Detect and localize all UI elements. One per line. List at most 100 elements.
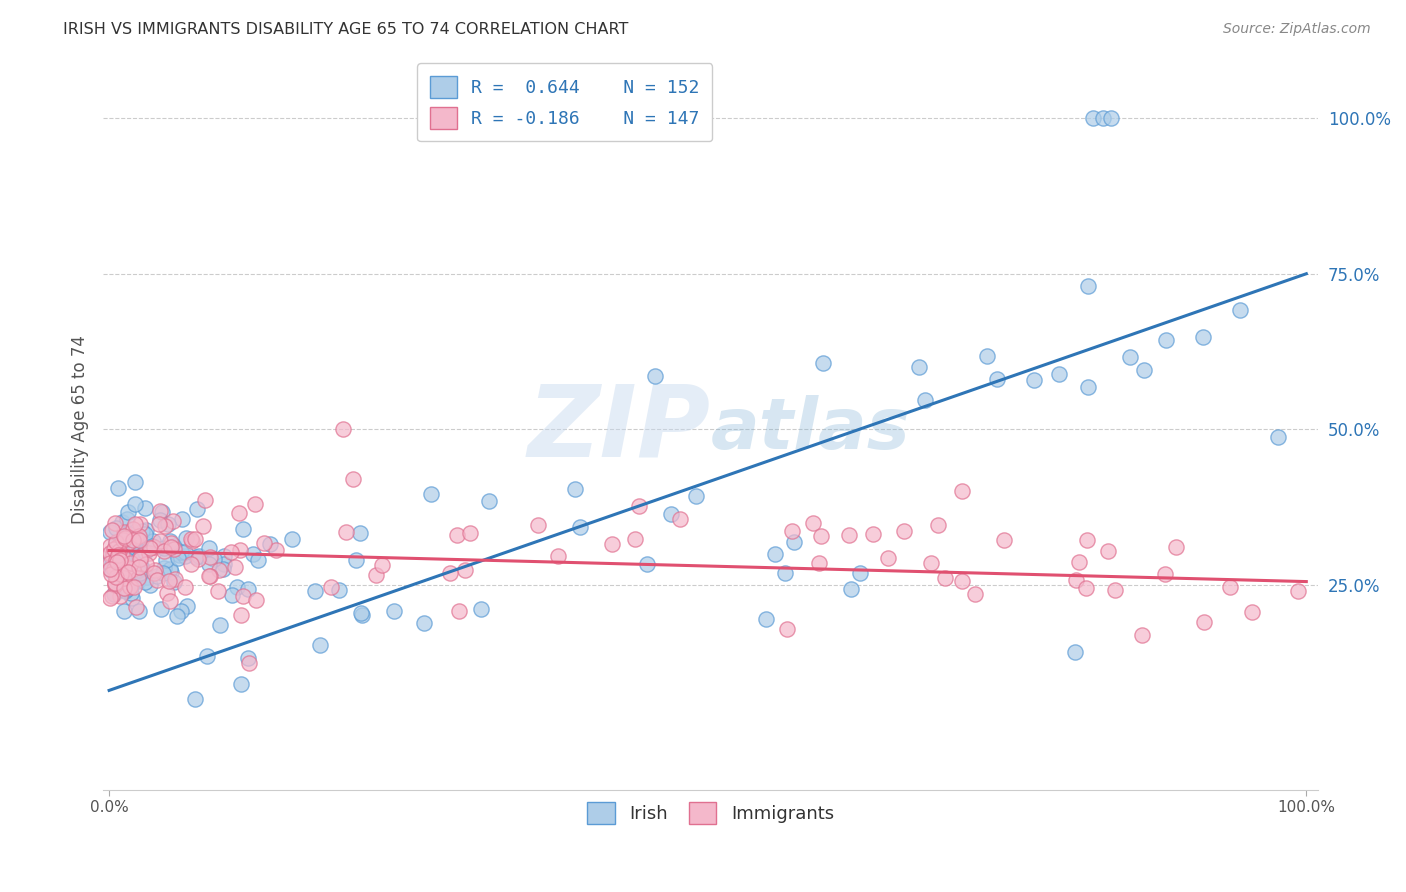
Point bbox=[811, 356, 834, 370]
Point bbox=[1076, 533, 1098, 548]
Point bbox=[98, 546, 121, 560]
Point bbox=[773, 566, 796, 581]
Point bbox=[1091, 112, 1114, 126]
Point bbox=[114, 583, 136, 598]
Point bbox=[412, 616, 434, 631]
Point bbox=[134, 500, 156, 515]
Point bbox=[163, 574, 186, 589]
Point bbox=[976, 350, 998, 364]
Point bbox=[136, 570, 159, 584]
Point bbox=[124, 516, 146, 531]
Point bbox=[839, 582, 862, 596]
Point bbox=[569, 519, 592, 533]
Point bbox=[454, 563, 477, 577]
Point bbox=[131, 524, 153, 538]
Point bbox=[105, 540, 128, 554]
Point bbox=[243, 497, 266, 511]
Point bbox=[138, 546, 160, 560]
Point bbox=[188, 549, 211, 563]
Point bbox=[862, 527, 884, 541]
Point bbox=[1192, 615, 1215, 629]
Point bbox=[129, 561, 152, 575]
Point bbox=[129, 540, 152, 554]
Point bbox=[105, 536, 128, 550]
Point bbox=[685, 489, 707, 503]
Point bbox=[107, 549, 129, 563]
Point bbox=[526, 517, 548, 532]
Point bbox=[186, 502, 208, 516]
Point bbox=[134, 575, 156, 590]
Point bbox=[111, 548, 134, 562]
Point bbox=[174, 549, 197, 563]
Point bbox=[232, 589, 254, 603]
Point bbox=[342, 472, 364, 486]
Point bbox=[478, 494, 501, 508]
Point bbox=[112, 582, 135, 596]
Point bbox=[112, 525, 135, 540]
Point bbox=[226, 580, 249, 594]
Point bbox=[439, 566, 461, 580]
Point bbox=[176, 531, 198, 545]
Point bbox=[202, 551, 225, 566]
Point bbox=[1286, 583, 1309, 598]
Point bbox=[120, 539, 142, 553]
Point bbox=[157, 517, 180, 532]
Point bbox=[152, 561, 174, 575]
Point bbox=[108, 560, 131, 574]
Point bbox=[100, 566, 122, 581]
Point bbox=[364, 568, 387, 582]
Point bbox=[229, 607, 252, 622]
Point bbox=[101, 557, 124, 571]
Point bbox=[155, 552, 177, 566]
Point bbox=[169, 604, 191, 618]
Point bbox=[1077, 380, 1099, 394]
Point bbox=[117, 536, 139, 550]
Point bbox=[807, 556, 830, 570]
Point bbox=[198, 541, 221, 555]
Point bbox=[180, 558, 202, 572]
Point bbox=[207, 584, 229, 599]
Point bbox=[114, 563, 136, 577]
Point bbox=[128, 549, 150, 564]
Point bbox=[447, 605, 470, 619]
Text: atlas: atlas bbox=[710, 395, 911, 464]
Point bbox=[876, 551, 898, 566]
Point bbox=[105, 570, 128, 584]
Point bbox=[166, 609, 188, 624]
Point bbox=[118, 560, 141, 574]
Point bbox=[104, 575, 127, 590]
Point bbox=[627, 499, 650, 513]
Point bbox=[1192, 330, 1215, 344]
Point bbox=[163, 539, 186, 553]
Point bbox=[125, 541, 148, 555]
Point bbox=[187, 552, 209, 566]
Point bbox=[101, 552, 124, 566]
Legend: Irish, Immigrants: Irish, Immigrants bbox=[576, 791, 845, 835]
Point bbox=[111, 563, 134, 577]
Point bbox=[100, 539, 122, 553]
Point bbox=[238, 656, 260, 670]
Point bbox=[128, 568, 150, 582]
Point bbox=[153, 519, 176, 533]
Point bbox=[564, 482, 586, 496]
Point bbox=[174, 580, 197, 594]
Point bbox=[111, 515, 134, 529]
Point bbox=[198, 569, 221, 583]
Point bbox=[157, 574, 180, 588]
Point bbox=[801, 516, 824, 530]
Point bbox=[101, 590, 124, 604]
Point bbox=[986, 372, 1008, 386]
Point bbox=[1022, 373, 1045, 387]
Point bbox=[103, 587, 125, 601]
Point bbox=[236, 582, 259, 597]
Point bbox=[127, 551, 149, 566]
Point bbox=[170, 545, 193, 559]
Point bbox=[128, 551, 150, 566]
Point bbox=[184, 532, 207, 546]
Point bbox=[167, 551, 190, 566]
Point bbox=[115, 580, 138, 594]
Point bbox=[131, 560, 153, 574]
Point bbox=[108, 553, 131, 567]
Point bbox=[755, 612, 778, 626]
Point bbox=[107, 481, 129, 495]
